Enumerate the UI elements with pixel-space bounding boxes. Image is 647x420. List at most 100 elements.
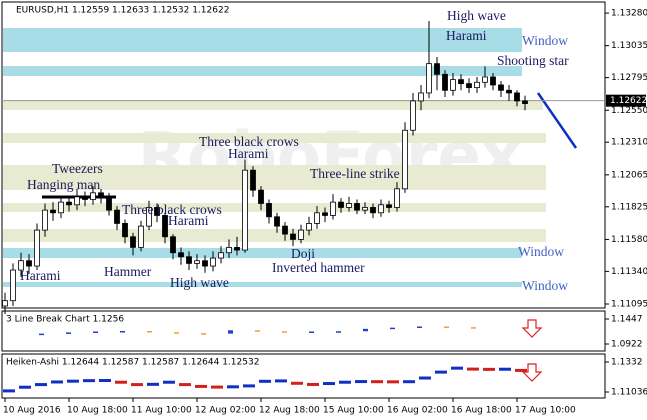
x-tick-label: 12 Aug 18:00: [259, 406, 320, 416]
line-break-block: [66, 332, 71, 334]
line-break-block: [417, 326, 422, 328]
y-tick-label: 1.1447: [611, 315, 643, 325]
heiken-bar: [99, 379, 111, 383]
line-break-block: [93, 331, 98, 333]
candle-body: [210, 257, 216, 267]
heiken-bar: [515, 368, 527, 372]
candle-body: [314, 212, 320, 224]
heiken-bar: [307, 382, 319, 386]
zone: [3, 282, 522, 287]
candle-body: [506, 89, 512, 94]
line-break-block: [309, 331, 314, 333]
candle-body: [442, 73, 448, 91]
candle-body: [490, 76, 496, 86]
annotation: Shooting star: [497, 53, 569, 68]
line-break-block: [255, 330, 260, 332]
heiken-bar: [275, 379, 287, 383]
annotation: Hanging man: [27, 177, 100, 192]
line-break-block: [147, 331, 152, 333]
line-break-block: [363, 328, 368, 332]
candle-body: [18, 260, 24, 271]
line-break-block: [471, 327, 476, 329]
heiken-bar: [339, 380, 351, 384]
candle-body: [498, 84, 504, 91]
line-break-block: [444, 326, 449, 328]
annotation: High wave: [170, 275, 229, 290]
annotation: Three-line strike: [310, 166, 400, 181]
candle-body: [362, 207, 368, 211]
heiken-bar: [147, 382, 159, 386]
y-tick-label: 1.0922: [611, 340, 643, 350]
y-tick-label: 1.13035: [611, 41, 647, 51]
candle-body: [298, 229, 304, 240]
heiken-bar: [67, 379, 79, 383]
x-tick-label: 12 Aug 02:00: [195, 406, 256, 416]
annotation: Doji: [291, 246, 315, 261]
candle-body: [466, 83, 472, 89]
heiken-bar: [499, 367, 511, 371]
annotation: Tweezers: [52, 161, 103, 176]
candle-body: [58, 201, 64, 214]
heiken-bar: [323, 382, 335, 386]
candle-body: [34, 229, 40, 267]
candle-body: [402, 129, 408, 190]
y-tick-label: 1.11825: [611, 202, 647, 212]
heiken-bar: [243, 384, 255, 388]
candle-body: [266, 203, 272, 218]
line-break-block: [390, 327, 395, 330]
candle-body: [42, 209, 48, 231]
zone: [3, 229, 546, 242]
y-tick-label: 1.11580: [611, 235, 647, 245]
candle-body: [242, 169, 248, 251]
candle-body: [2, 300, 8, 307]
candle-body: [202, 260, 208, 267]
candle-body: [10, 269, 16, 302]
candle-body: [330, 201, 336, 216]
zone: [3, 28, 522, 52]
y-tick-label: 1.11095: [611, 300, 647, 310]
line-break-block: [228, 330, 233, 334]
candle-body: [354, 203, 360, 211]
candle-body: [482, 76, 488, 83]
heiken-bar: [115, 380, 127, 384]
line-break-block: [336, 331, 341, 333]
annotation: Harami: [446, 28, 487, 43]
candle-body: [234, 247, 240, 251]
annotation: Three black crows: [199, 134, 299, 149]
y-tick-label: 1.12550: [611, 106, 647, 116]
last-price-box: [606, 94, 646, 107]
x-tick-label: 17 Aug 10:00: [515, 406, 576, 416]
candle-body: [226, 247, 232, 254]
candle-body: [450, 79, 456, 91]
candle-body: [386, 204, 392, 208]
heiken-bar: [163, 380, 175, 384]
heiken-bar: [35, 383, 47, 387]
main-title: EURUSD,H1 1.12559 1.12633 1.12532 1.1262…: [16, 6, 229, 16]
heiken-bar: [371, 380, 383, 384]
zone: [3, 100, 543, 110]
candle-body: [378, 204, 384, 214]
candle-body: [170, 236, 176, 254]
annotation: Three black crows: [122, 202, 222, 217]
y-tick-label: 1.11340: [611, 267, 647, 277]
x-tick-label: 15 Aug 10:00: [323, 406, 384, 416]
candle-body: [130, 236, 136, 248]
candle-body: [514, 92, 520, 102]
candle-body: [218, 252, 224, 259]
candle-body: [370, 207, 376, 214]
y-tick-label: 1.1332: [611, 357, 643, 367]
zone: [3, 133, 546, 143]
zone: [3, 203, 546, 212]
candle-body: [178, 252, 184, 258]
heiken-bar: [179, 383, 191, 387]
line-break-block: [174, 332, 179, 334]
line-break-block: [39, 333, 44, 336]
x-tick-label: 16 Aug 18:00: [451, 406, 512, 416]
zone: [3, 248, 522, 258]
candle-body: [114, 209, 120, 224]
y-tick-label: 1.12795: [611, 73, 647, 83]
line-break-block: [120, 331, 125, 333]
candle-body: [458, 79, 464, 85]
heiken-bar: [83, 379, 95, 383]
